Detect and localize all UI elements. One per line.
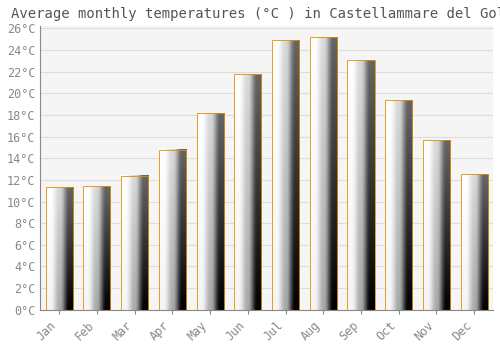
Bar: [84, 187, 110, 310]
Title: Average monthly temperatures (°C ) in Castellammare del Golfo: Average monthly temperatures (°C ) in Ca…: [11, 7, 500, 21]
Bar: [460, 175, 488, 310]
Bar: [310, 37, 337, 310]
Bar: [272, 40, 299, 310]
Bar: [196, 113, 224, 310]
Bar: [348, 60, 374, 310]
Bar: [423, 140, 450, 310]
Bar: [121, 176, 148, 310]
Bar: [46, 188, 73, 310]
Bar: [159, 149, 186, 310]
Bar: [385, 100, 412, 310]
Bar: [234, 74, 262, 310]
